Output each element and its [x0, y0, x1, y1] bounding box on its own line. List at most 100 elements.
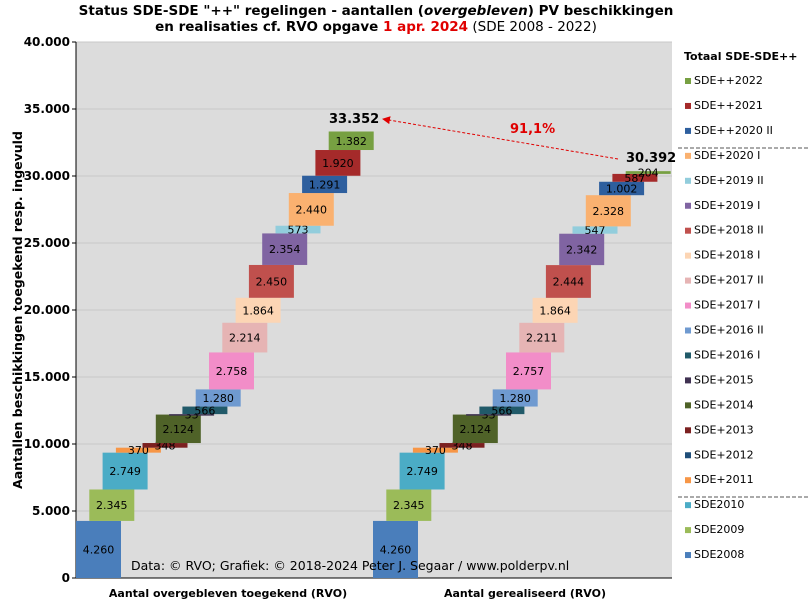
bar-segment: [328, 131, 374, 151]
legend-swatch: [685, 502, 691, 509]
bar-label: 2.211: [526, 332, 558, 345]
percentage-label: 91,1%: [510, 122, 555, 137]
bar-segment: [585, 195, 631, 227]
bar-label: 4.260: [380, 543, 412, 556]
bar-segment: [373, 520, 418, 578]
legend-item: SDE2010: [694, 498, 744, 511]
y-tick-label: 25.000: [24, 236, 70, 250]
bar-segment: [155, 414, 201, 444]
x-category-0: Aantal overgebleven toegekend (RVO): [109, 587, 347, 600]
legend-item: SDE++2022: [694, 74, 763, 87]
bar-segment: [452, 414, 498, 444]
bar-label: 1.280: [499, 392, 531, 405]
bar-label: 2.328: [593, 205, 625, 218]
legend-item: SDE2009: [694, 523, 744, 536]
legend-item: SDE+2017 II: [694, 274, 764, 287]
bar-segment: [412, 447, 458, 453]
bar-segment: [572, 226, 618, 234]
legend-item: SDE+2016 II: [694, 324, 764, 337]
bar-label: 2.345: [393, 499, 425, 512]
legend-swatch: [685, 152, 691, 159]
y-tick-label: 30.000: [24, 169, 70, 183]
legend-swatch: [685, 127, 691, 134]
bar-segment: [506, 352, 551, 390]
legend-swatch: [685, 102, 691, 109]
legend-swatch: [685, 527, 691, 534]
bar-segment: [102, 452, 148, 490]
legend-item: SDE+2014: [694, 398, 754, 411]
bar-label: 1.291: [309, 178, 341, 191]
bar-label: 2.440: [296, 203, 328, 216]
legend-swatch: [685, 302, 691, 309]
bar-label: 4.260: [83, 543, 115, 556]
bar-segment: [142, 443, 188, 448]
legend-swatch: [685, 377, 691, 384]
legend-swatch: [685, 402, 691, 409]
legend-item: SDE+2012: [694, 448, 754, 461]
legend-swatch: [685, 78, 691, 84]
legend-item: SDE+2013: [694, 423, 754, 436]
legend-swatch: [685, 552, 691, 559]
bar-segment: [115, 447, 161, 453]
bar-label: 2.444: [553, 275, 585, 288]
y-tick-label: 35.000: [24, 102, 70, 116]
bar-label: 2.124: [460, 423, 492, 436]
bar-segment: [466, 414, 512, 416]
credit-text: Data: © RVO; Grafiek: © 2018-2024 Peter …: [131, 558, 569, 573]
bar-label: 547: [585, 224, 606, 237]
bar-label: 2.214: [229, 332, 261, 345]
legend-item: SDE+2011: [694, 473, 754, 486]
bar-segment: [519, 322, 565, 353]
legend-item: SDE+2018 II: [694, 224, 764, 237]
bar-segment: [262, 233, 308, 265]
legend-swatch: [685, 277, 691, 284]
y-tick-label: 15.000: [24, 370, 70, 384]
bar-segment: [559, 233, 605, 266]
y-axis-label: Aantallen beschikkingen toegekend resp. …: [10, 131, 25, 489]
bar-label: 2.749: [109, 465, 141, 478]
y-tick-label: 10.000: [24, 437, 70, 451]
chart-title-line2: en realisaties cf. RVO opgave 1 apr. 202…: [155, 19, 597, 35]
total-label-left: 33.352: [329, 112, 379, 127]
legend-swatch: [685, 202, 691, 209]
bar-segment: [76, 520, 121, 578]
y-tick-label: 0: [62, 571, 70, 585]
legend-item: SDE+2017 I: [694, 299, 760, 312]
legend-item: SDE+2020 I: [694, 149, 760, 162]
bar-segment: [479, 406, 525, 415]
bar-label: 2.345: [96, 499, 128, 512]
bar-label: 2.354: [269, 243, 301, 256]
legend-title: Totaal SDE-SDE++: [684, 50, 797, 63]
y-tick-label: 5.000: [32, 504, 70, 518]
bar-segment: [248, 264, 294, 298]
bar-label: 566: [491, 404, 512, 417]
legend-swatch: [685, 227, 691, 234]
y-tick-label: 20.000: [24, 303, 70, 317]
bar-segment: [169, 414, 215, 416]
bar-label: 2.124: [163, 423, 195, 436]
legend-item: SDE+2019 II: [694, 174, 764, 187]
total-label-right: 30.392: [626, 151, 676, 166]
bar-segment: [222, 322, 268, 353]
x-category-1: Aantal gerealiseerd (RVO): [444, 587, 606, 600]
bar-segment: [302, 175, 348, 194]
legend-item: SDE+2015: [694, 373, 754, 386]
bar-label: 1.382: [335, 135, 367, 148]
legend: SDE++2022 SDE++2021 SDE++2020 II SDE+2020 I…: [685, 74, 773, 561]
bar-segment: [209, 352, 254, 390]
legend-item: SDE+2016 I: [694, 348, 760, 361]
bar-segment: [625, 171, 671, 174]
bar-segment: [288, 193, 334, 226]
legend-swatch: [685, 327, 691, 334]
bar-segment: [545, 265, 591, 298]
bar-label: 1.920: [322, 157, 354, 170]
bar-segment: [612, 173, 658, 182]
bar-label: 1.002: [606, 182, 638, 195]
bar-label: 587: [624, 172, 645, 185]
chart-title-line1: Status SDE-SDE "++" regelingen - aantall…: [79, 3, 674, 19]
legend-swatch: [685, 477, 691, 484]
bar-label: 573: [288, 224, 309, 237]
legend-item: SDE++2021: [694, 99, 763, 112]
